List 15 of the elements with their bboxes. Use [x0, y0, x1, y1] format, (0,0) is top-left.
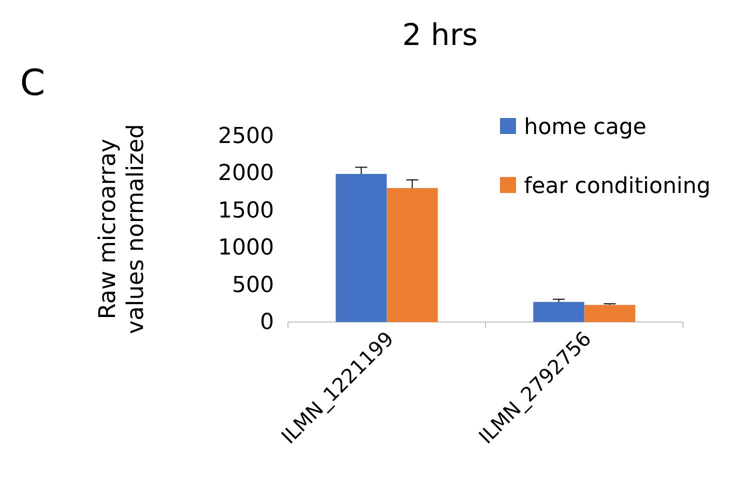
y-axis-title: Raw microarray values normalized — [95, 124, 149, 334]
y-tick-label: 1500 — [218, 198, 274, 224]
bar — [584, 304, 636, 322]
y-tick-label: 0 — [260, 310, 274, 336]
bar — [386, 188, 438, 322]
text: C — [20, 63, 46, 104]
y-tick-label: 500 — [232, 272, 274, 298]
y-tick-label: 2000 — [218, 161, 274, 186]
chart-title: 2 hrs — [402, 18, 478, 53]
y-tick-label: 1000 — [218, 236, 274, 261]
bar — [533, 302, 584, 322]
legend-label: home cage — [524, 115, 646, 140]
legend-label: fear conditioning — [524, 174, 711, 199]
bar — [336, 174, 387, 322]
y-tick-label: 2500 — [218, 124, 274, 150]
